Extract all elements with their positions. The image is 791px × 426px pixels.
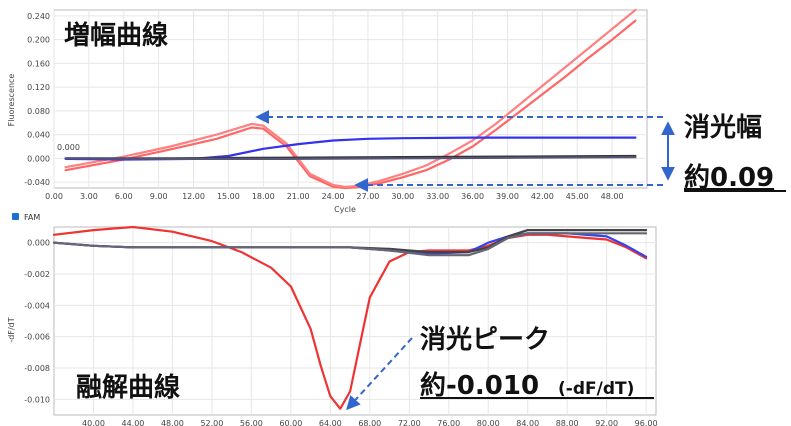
amplification-x-tick-label: 21.00 (287, 192, 310, 201)
melt-x-tick-label: 64.00 (319, 419, 342, 426)
amplification-y-tick-label: 0.200 (27, 36, 50, 45)
amplification-series-line-1 (64, 8, 637, 188)
melt-x-tick-label: 92.00 (595, 419, 618, 426)
melt-series-line-3 (52, 232, 648, 257)
amplification-x-tick-label: 6.00 (115, 192, 133, 201)
amplification-x-tick-label: 39.00 (496, 192, 519, 201)
quench-peak-value: 約-0.010 (420, 370, 539, 401)
melt-y-tick-label: -0.008 (24, 364, 50, 373)
amplification-inline-label: 0.000 (57, 143, 80, 152)
fam-legend-swatch (12, 213, 19, 220)
amplification-chart: 0.240 0.200 0.160 0.120 0.080 0.040 0.000 -0.04… (7, 8, 648, 214)
melt-x-tick-label: 84.00 (516, 419, 539, 426)
amplification-x-tick-label: 33.00 (426, 192, 449, 201)
quench-width-value: 約0.09 (684, 162, 774, 193)
melt-x-tick-label: 60.00 (279, 419, 302, 426)
amplification-x-tick-label: 36.00 (461, 192, 484, 201)
melt-y-tick-label: -0.004 (24, 301, 50, 310)
melt-x-tick-label: 80.00 (477, 419, 500, 426)
amplification-y-axis-title: Fluorescence (7, 74, 16, 127)
fam-legend-label: FAM (24, 213, 40, 222)
amplification-x-tick-label: 30.00 (391, 192, 414, 201)
amplification-series-line-0 (64, 19, 637, 190)
amplification-series (64, 8, 637, 190)
melt-x-tick-label: 52.00 (200, 419, 223, 426)
peak-min-arrow (346, 337, 413, 411)
melt-y-axis-title: -dF/dT (7, 317, 16, 342)
melt-chart: 0.000 -0.002 -0.004 -0.006 -0.008 -0.010 40.0… (7, 225, 658, 426)
amplification-y-tick-label: 0.240 (27, 12, 50, 21)
amplification-x-axis-title: Cycle (334, 205, 356, 214)
melt-y-tick-label: -0.010 (24, 395, 50, 404)
melt-x-tick-label: 44.00 (121, 419, 144, 426)
melt-series (52, 225, 648, 410)
amplification-x-tick-label: 3.00 (80, 192, 98, 201)
amplification-title: 増幅曲線 (64, 20, 168, 51)
melt-plot-frame (53, 226, 657, 416)
amplification-y-tick-label: 0.160 (27, 59, 50, 68)
quench-width-label: 消光幅 (684, 113, 762, 143)
amplification-x-tick-label: 48.00 (601, 192, 624, 201)
amplification-x-tick-label: 45.00 (566, 192, 589, 201)
amplification-y-tick-label: 0.120 (27, 83, 50, 92)
amplification-x-tick-label: 42.00 (531, 192, 554, 201)
amplification-y-tick-label: 0.000 (27, 154, 50, 163)
quench-width-annotation: 消光幅 約0.09 (255, 110, 786, 193)
amplification-x-tick-label: 24.00 (322, 192, 345, 201)
amplification-x-tick-label: 9.00 (150, 192, 168, 201)
melt-y-tick-label: -0.002 (24, 270, 50, 279)
melt-x-tick-label: 48.00 (161, 419, 184, 426)
amplification-x-tick-label: 27.00 (356, 192, 379, 201)
amplification-y-tick-label: -0.040 (24, 178, 50, 187)
melt-x-tick-label: 88.00 (556, 419, 579, 426)
amplification-x-ticks: 0.00 3.00 6.00 9.00 12.00 15.00 18.00 21.00 24.0… (45, 192, 623, 201)
melt-x-tick-label: 40.00 (82, 419, 105, 426)
melt-legend: FAM (12, 213, 40, 222)
melt-x-ticks: 40.00 44.00 48.00 52.00 56.00 60.00 64.00 68.00… (82, 419, 658, 426)
quench-peak-annotation: 消光ピーク 約-0.010 (-dF/dT) (346, 325, 654, 411)
melt-title: 融解曲線 (76, 372, 180, 403)
amplification-y-tick-label: 0.080 (27, 107, 50, 116)
amplification-series-line-4 (64, 156, 637, 160)
amplification-y-tick-label: 0.040 (27, 131, 50, 140)
melt-y-ticks: 0.000 -0.002 -0.004 -0.006 -0.008 -0.010 (24, 239, 50, 405)
melt-y-tick-label: -0.006 (24, 333, 50, 342)
melt-x-tick-label: 96.00 (635, 419, 658, 426)
melt-x-tick-label: 56.00 (240, 419, 263, 426)
melt-x-tick-label: 68.00 (358, 419, 381, 426)
amplification-x-tick-label: 18.00 (252, 192, 275, 201)
amplification-x-tick-label: 12.00 (182, 192, 205, 201)
melt-y-tick-label: 0.000 (27, 239, 50, 248)
quench-peak-label: 消光ピーク (420, 325, 550, 355)
melt-x-tick-label: 72.00 (398, 419, 421, 426)
amplification-x-tick-label: 0.00 (45, 192, 63, 201)
quench-peak-unit: (-dF/dT) (558, 379, 634, 399)
melt-x-tick-label: 76.00 (437, 419, 460, 426)
amplification-y-ticks: 0.240 0.200 0.160 0.120 0.080 0.040 0.000 -0.04… (24, 12, 50, 187)
amplification-x-tick-label: 15.00 (217, 192, 240, 201)
